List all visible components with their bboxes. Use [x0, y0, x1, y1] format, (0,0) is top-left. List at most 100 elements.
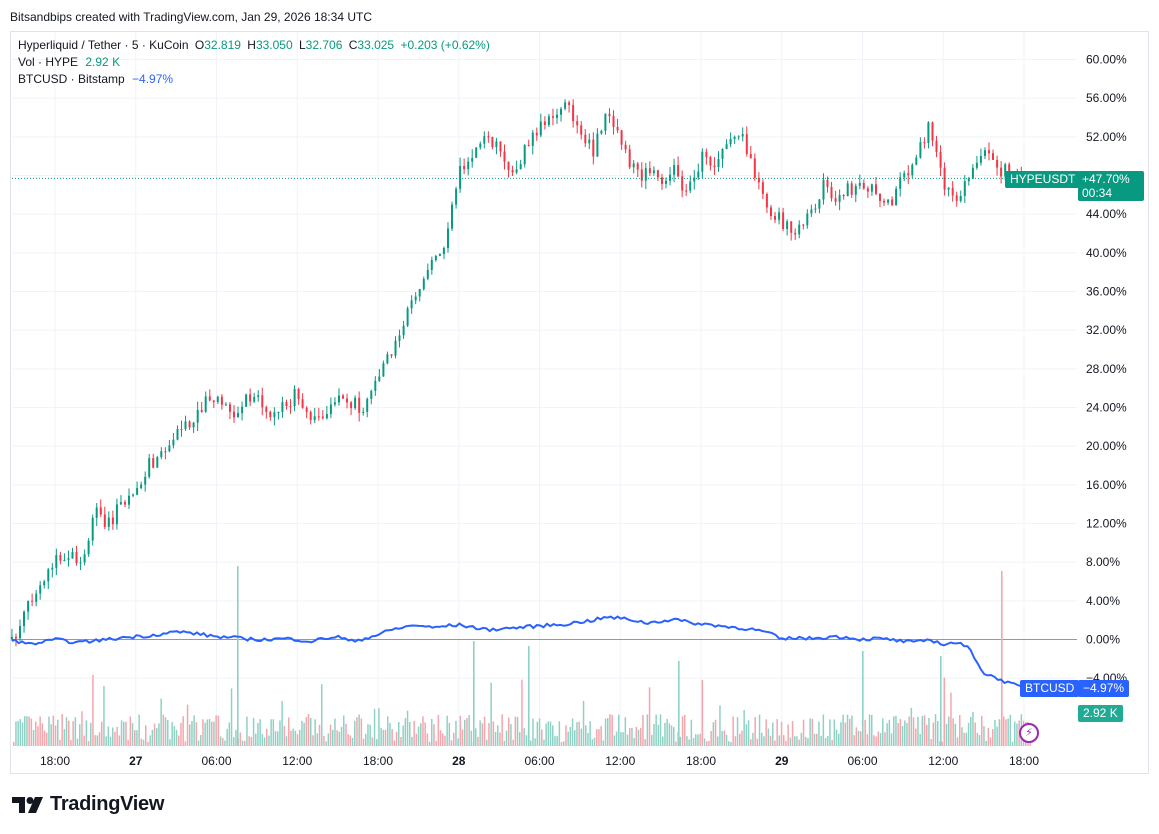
legend-volume-row[interactable]: Vol · HYPE 2.92 K [18, 55, 120, 69]
volume-bar [604, 718, 607, 746]
volume-bar [901, 726, 904, 746]
volume-bar [954, 723, 957, 746]
candle-body [168, 445, 171, 452]
volume-bar [1003, 716, 1005, 746]
volume-bar [435, 740, 437, 746]
volume-bar [362, 738, 365, 746]
volume-bar [657, 724, 660, 746]
candle-body [172, 439, 175, 446]
volume-bar [116, 726, 118, 746]
volume-bar [184, 741, 187, 746]
candle-body [963, 181, 966, 196]
candle-body [887, 199, 890, 203]
tradingview-logo[interactable]: TradingView [12, 793, 164, 816]
volume-bar [752, 732, 754, 746]
candle-body [31, 600, 34, 602]
volume-bar [937, 721, 939, 746]
candle-body [996, 159, 999, 168]
volume-bar [21, 722, 24, 746]
legend-btc-value: −4.97% [132, 72, 174, 86]
y-tick-label: 28.00% [1086, 362, 1127, 376]
candle-body [729, 139, 732, 145]
candle-body [479, 143, 482, 148]
volume-bar [508, 717, 510, 746]
volume-bar [404, 718, 407, 746]
candle-body [584, 134, 587, 144]
volume-bar [384, 729, 387, 746]
candle-body [220, 396, 223, 405]
candle-body [931, 122, 934, 141]
volume-bar [200, 735, 202, 746]
candle-body [782, 212, 785, 229]
volume-bar [459, 715, 462, 746]
volume-bar [637, 729, 640, 746]
volume-bar [239, 732, 242, 746]
legend-btc-row[interactable]: BTCUSD · Bitstamp −4.97% [18, 72, 173, 86]
volume-bar [934, 714, 937, 746]
candle-body [899, 177, 902, 189]
volume-bar [428, 741, 431, 746]
replay-bolt-icon[interactable]: ⚡ [1019, 723, 1039, 743]
volume-bar [765, 719, 767, 746]
y-tick-label: 0.00% [1086, 633, 1120, 647]
candle-body [765, 194, 768, 208]
volume-bar [723, 730, 726, 746]
volume-bar [85, 720, 88, 746]
volume-bar [70, 739, 72, 746]
volume-bar [65, 717, 68, 746]
volume-bar [376, 739, 378, 746]
volume-bar [706, 741, 708, 746]
candle-body [160, 451, 163, 458]
volume-bar [763, 736, 765, 746]
candle-body [115, 504, 118, 525]
candle-body [552, 116, 554, 118]
legend-volume-label: Vol · HYPE [18, 55, 79, 69]
volume-bar [932, 722, 935, 746]
candle-body [640, 169, 643, 181]
x-tick-label: 18:00 [1009, 754, 1039, 768]
candle-body [879, 193, 881, 201]
volume-bar [125, 721, 127, 746]
candle-body [398, 335, 401, 341]
volume-bar [747, 720, 750, 746]
legend-symbol-row[interactable]: Hyperliquid / Tether · 5 · KuCoin O32.81… [18, 38, 490, 52]
volume-bar [219, 736, 222, 746]
volume-bar [926, 724, 928, 746]
volume-bar [576, 722, 578, 746]
volume-bar [833, 719, 836, 746]
volume-bar [882, 718, 884, 746]
candle-body [249, 394, 252, 402]
x-tick-label: 18:00 [686, 754, 716, 768]
candle-body [59, 555, 62, 561]
volume-bar [640, 728, 642, 746]
volume-bar [63, 729, 66, 746]
volume-bar [959, 715, 961, 746]
candle-body [455, 188, 458, 205]
volume-bar [296, 734, 299, 746]
x-tick-label: 06:00 [524, 754, 554, 768]
volume-bar [591, 739, 594, 746]
legend-open: 32.819 [204, 38, 241, 52]
volume-bar [655, 714, 657, 746]
volume-bar [39, 716, 41, 746]
volume-bar [52, 715, 55, 746]
candle-body [770, 207, 772, 216]
candle-body [233, 411, 235, 418]
candle-body [507, 161, 510, 171]
volume-bar [37, 726, 39, 746]
volume-bar [556, 735, 558, 746]
volume-bar [50, 724, 52, 746]
btc-line [11, 615, 1022, 688]
volume-bar [835, 729, 838, 746]
candle-body [967, 178, 970, 182]
volume-bar [294, 730, 297, 746]
volume-bar [277, 731, 279, 746]
volume-bar [710, 731, 712, 746]
candle-body [293, 389, 296, 406]
tradingview-mark-icon [12, 796, 43, 813]
candle-body [132, 494, 135, 496]
candle-body [527, 145, 530, 146]
volume-bar [915, 728, 917, 746]
volume-bar [162, 714, 165, 746]
